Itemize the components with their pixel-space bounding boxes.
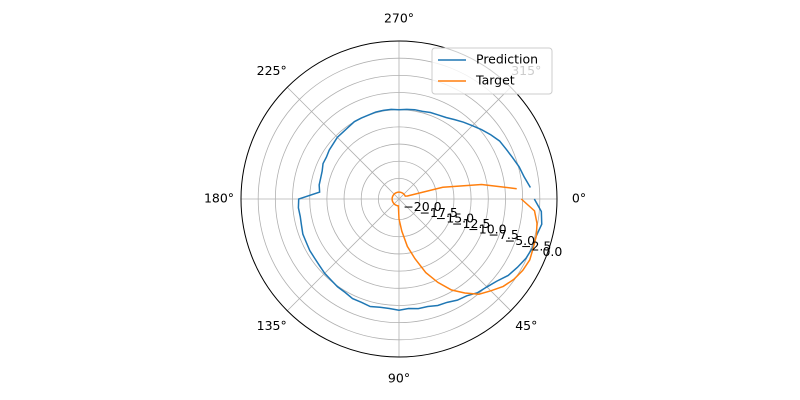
radial-tick-label: −17.5 xyxy=(420,205,458,220)
radial-tick-label: −15.0 xyxy=(436,210,474,225)
radial-tick-label: −5.0 xyxy=(505,233,535,248)
angle-label: 180° xyxy=(204,191,234,206)
radial-tick-label: −7.5 xyxy=(488,227,518,242)
angle-label: 225° xyxy=(257,63,287,78)
radial-tick-label: −20.0 xyxy=(403,199,441,214)
angle-label: 45° xyxy=(515,318,537,333)
grid-spoke xyxy=(286,198,400,312)
series-line xyxy=(391,183,538,296)
radial-tick-label: −10.0 xyxy=(468,222,506,237)
grid-spoke xyxy=(398,198,512,312)
angle-label: 0° xyxy=(572,191,586,206)
radial-tick-label: 0.0 xyxy=(542,244,562,259)
radial-tick-label: −2.5 xyxy=(521,238,551,253)
legend-label: Prediction xyxy=(476,52,538,67)
radial-tick-label: −12.5 xyxy=(452,216,490,231)
outer-frame xyxy=(240,40,558,358)
angle-label: 135° xyxy=(257,318,287,333)
series-line xyxy=(297,108,543,312)
grid-spoke xyxy=(286,86,400,200)
legend: Prediction Target xyxy=(431,47,553,95)
angle-label: 90° xyxy=(388,371,410,386)
grid-spoke xyxy=(398,86,512,200)
angle-label: 270° xyxy=(384,11,414,26)
legend-label: Target xyxy=(475,73,515,88)
